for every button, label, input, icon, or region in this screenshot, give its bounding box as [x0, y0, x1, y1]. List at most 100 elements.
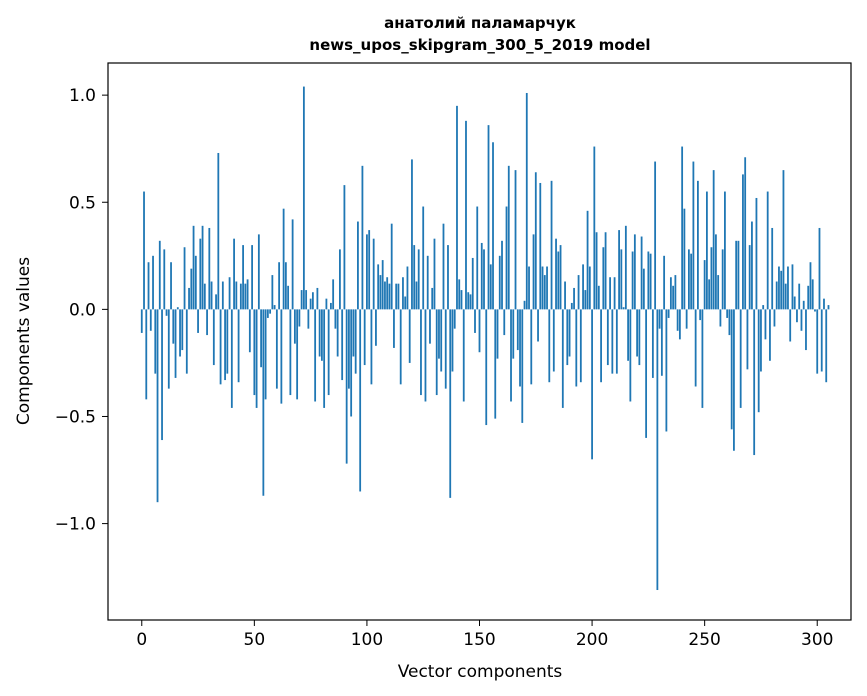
bar	[469, 294, 472, 310]
bar	[501, 240, 503, 310]
bar	[152, 255, 154, 310]
bar	[375, 309, 377, 346]
bar	[726, 309, 729, 318]
bar	[534, 172, 537, 310]
bar	[219, 309, 222, 385]
bar	[823, 298, 825, 310]
bar	[233, 238, 235, 310]
x-ticks-group: 0 50 100 150 200 250 300	[136, 620, 833, 650]
bar	[154, 309, 157, 374]
bar	[492, 142, 494, 310]
bar	[174, 309, 177, 378]
bar	[149, 309, 152, 331]
bar	[212, 309, 215, 366]
bar	[579, 309, 582, 383]
bar	[453, 309, 456, 329]
bar	[262, 309, 265, 496]
bar	[293, 309, 296, 344]
bar	[343, 185, 346, 310]
bar	[266, 309, 269, 318]
bar	[320, 309, 323, 361]
bar	[796, 309, 798, 323]
bar	[327, 309, 330, 396]
bar	[300, 290, 303, 310]
bar	[370, 309, 373, 385]
bar	[577, 275, 580, 310]
bar	[197, 309, 199, 333]
bar	[505, 206, 508, 310]
bar	[386, 277, 389, 310]
bar	[685, 309, 688, 329]
bar	[483, 249, 485, 310]
bar	[618, 230, 620, 310]
bar	[751, 221, 753, 310]
bar	[624, 225, 627, 310]
bar	[341, 309, 344, 381]
bar	[458, 279, 461, 310]
bar	[440, 309, 443, 372]
bar	[415, 281, 418, 310]
bar	[528, 266, 530, 310]
bar	[778, 266, 780, 310]
bar	[271, 275, 274, 310]
bar	[800, 309, 803, 331]
bar	[775, 281, 778, 310]
bar	[239, 283, 242, 310]
bar	[357, 221, 359, 310]
bar	[573, 287, 575, 310]
bar	[242, 245, 244, 310]
bar	[478, 309, 481, 353]
bar	[602, 247, 605, 310]
bar	[564, 281, 566, 310]
bar	[273, 305, 276, 310]
bar	[773, 309, 776, 327]
bar	[361, 165, 364, 310]
bar	[307, 309, 310, 329]
bar	[570, 302, 573, 310]
bar	[712, 170, 715, 310]
bar	[379, 275, 382, 310]
bar	[161, 309, 163, 441]
bar	[332, 279, 335, 310]
bar	[404, 296, 407, 310]
bar	[697, 180, 699, 310]
bar	[143, 191, 145, 310]
bar	[444, 309, 447, 389]
bar	[393, 309, 395, 348]
bar	[753, 309, 756, 456]
bar	[203, 283, 206, 310]
bar	[179, 309, 181, 357]
bar	[298, 309, 301, 327]
bar	[158, 240, 161, 310]
bar	[185, 309, 188, 374]
bar	[456, 105, 458, 310]
bar	[471, 257, 474, 310]
bar	[485, 309, 488, 426]
bar	[789, 309, 792, 342]
bar	[165, 309, 168, 316]
bar	[325, 298, 328, 310]
bar	[552, 309, 555, 372]
bar	[228, 277, 231, 310]
bar	[426, 255, 429, 310]
bar	[798, 283, 801, 310]
bar	[442, 223, 445, 310]
bar	[825, 309, 828, 383]
bar	[420, 309, 422, 396]
x-tick-label: 250	[688, 630, 720, 650]
bar	[467, 292, 470, 310]
bar	[647, 251, 650, 310]
bar	[235, 281, 238, 310]
bar	[613, 277, 616, 310]
bar	[201, 225, 204, 310]
bar	[807, 285, 810, 310]
bar	[366, 234, 368, 310]
y-axis-label: Components values	[14, 257, 34, 425]
bar	[523, 300, 526, 310]
bar	[449, 309, 452, 498]
bar	[359, 309, 362, 492]
bar	[809, 262, 812, 310]
bar	[588, 266, 591, 310]
bar	[284, 262, 287, 310]
